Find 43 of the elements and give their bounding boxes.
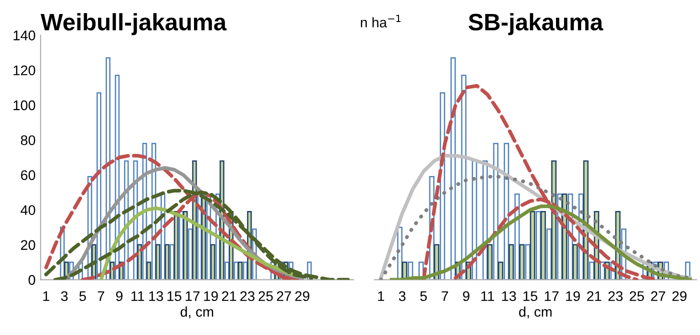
x-tick-label: 3	[398, 291, 406, 302]
x-tick-label: 7	[442, 291, 448, 301]
y-tick-label: 0	[28, 275, 36, 285]
x-tick-label: 1	[43, 291, 50, 301]
y-tick-label: 40	[20, 205, 36, 216]
x-tick-label: 21	[222, 291, 236, 301]
x-tick-label: 29	[672, 291, 687, 302]
x-tick-label: 19	[566, 291, 580, 302]
x-tick-label: 27	[276, 291, 291, 301]
x-tick-label: 7	[98, 291, 104, 301]
x-tick-label: 5	[420, 291, 427, 302]
x-tick-label: 5	[79, 291, 86, 302]
x-tick-label: 19	[204, 291, 218, 302]
x-tick-label: 9	[116, 291, 122, 302]
x-tick-label: 29	[295, 291, 310, 302]
x-tick-label: 13	[502, 291, 516, 302]
y-axis-title: n ha$^{−1}$	[360, 14, 401, 28]
y-tick-label: 120	[14, 65, 36, 76]
y-tick-label: 20	[20, 240, 36, 250]
x-tick-label: 17	[544, 291, 559, 301]
x-tick-label: 15	[524, 291, 538, 302]
x-tick-label: 25	[258, 291, 273, 302]
y-tick-label: 140	[14, 30, 36, 40]
y-tick-label: 60	[20, 170, 36, 180]
x-tick-label: 23	[240, 291, 254, 302]
x-axis-title: d, cm	[519, 306, 552, 318]
x-tick-label: 25	[630, 291, 644, 302]
x-tick-label: 11	[131, 291, 144, 301]
x-tick-label: 11	[481, 291, 494, 301]
chart-title: SB-jakauma	[468, 13, 604, 36]
y-tick-label: 100	[14, 100, 36, 110]
x-tick-label: 13	[149, 291, 163, 302]
x-tick-label: 27	[651, 291, 666, 301]
x-tick-label: 17	[186, 291, 200, 301]
x-tick-label: 21	[587, 291, 602, 301]
x-tick-label: 23	[608, 291, 623, 302]
chart-title: Weibull-jakauma	[40, 13, 227, 36]
x-tick-label: 15	[168, 291, 182, 302]
x-tick-label: 1	[378, 291, 384, 301]
x-axis-title: d, cm	[180, 306, 214, 318]
x-tick-label: 3	[61, 291, 68, 302]
x-tick-label: 9	[462, 291, 470, 302]
y-tick-label: 80	[20, 135, 36, 146]
